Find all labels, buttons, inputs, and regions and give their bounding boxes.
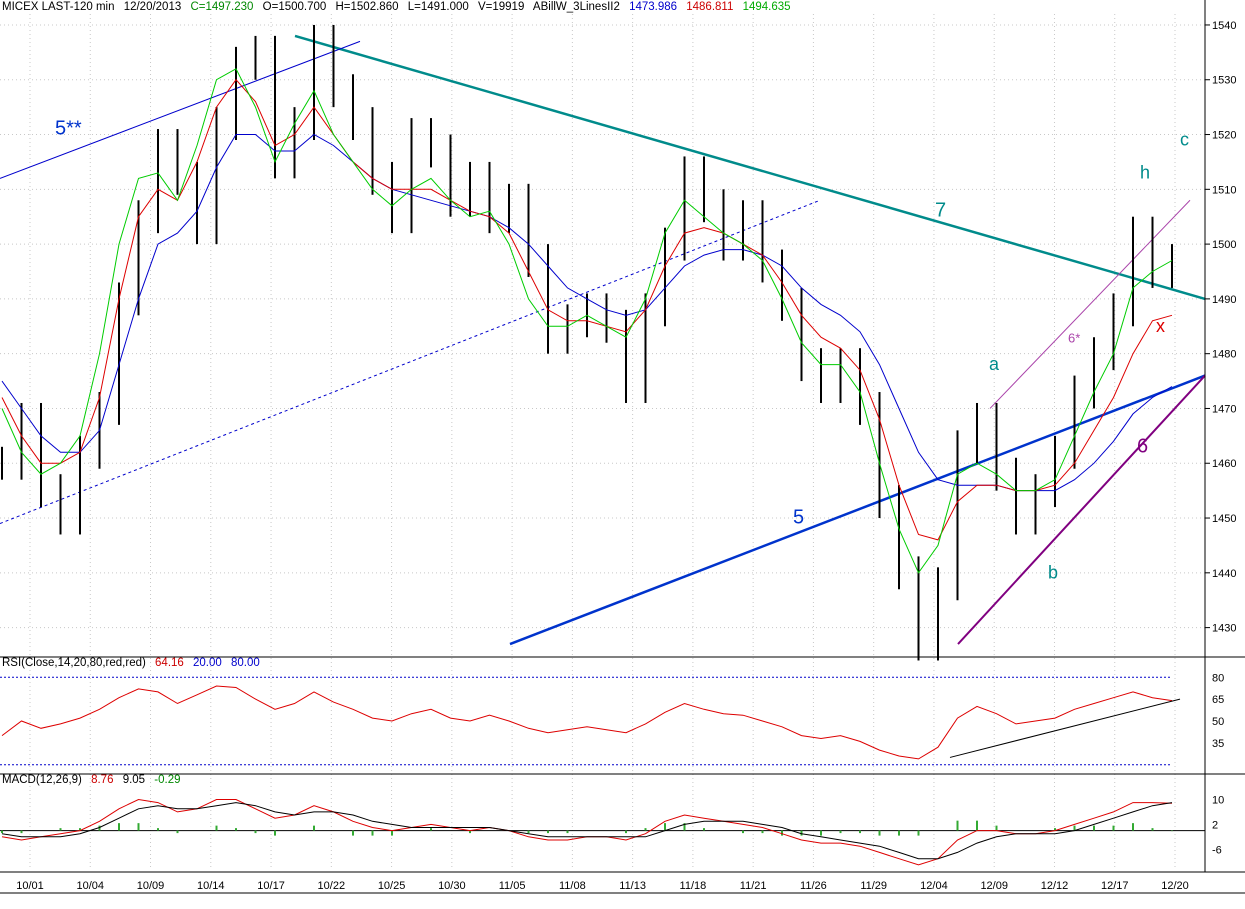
rsi-value: 64.16	[155, 657, 184, 669]
price-tick-label: 1440	[1212, 568, 1236, 580]
symbol-label: MICEX LAST-120 min	[2, 1, 115, 13]
x-tick-label: 10/14	[197, 880, 225, 892]
macd-tick-label: 2	[1212, 819, 1218, 831]
rsi-tick-label: 35	[1212, 738, 1224, 750]
macd-tick-label: 10	[1212, 794, 1224, 806]
rsi-header: RSI(Close,14,20,80,red,red) 64.16 20.00 …	[2, 657, 266, 669]
rsi-line	[1, 685, 1173, 760]
price-tick-label: 1450	[1212, 513, 1236, 525]
price-tick-label: 1510	[1212, 184, 1236, 196]
label-7: 7	[935, 200, 946, 222]
rsi-low: 20.00	[193, 657, 222, 669]
rsi-tick-label: 50	[1212, 716, 1224, 728]
macd-signal: 9.05	[122, 774, 146, 786]
label-6: 6	[1137, 435, 1148, 457]
trendline-5star	[0, 40, 361, 179]
x-tick-label: 10/17	[257, 880, 285, 892]
label-a: a	[989, 354, 1000, 374]
lower-panels	[0, 676, 1205, 866]
indicator-line1: 1473.986	[629, 1, 678, 13]
trendline-6star	[989, 199, 1191, 409]
indicator-line3: 1494.635	[742, 1, 791, 13]
low-value: L=1491.000	[407, 1, 469, 13]
x-tick-label: 12/12	[1041, 880, 1069, 892]
red-ma-line	[1, 78, 1173, 541]
indicator-name: ABillW_3LinesII2	[532, 1, 620, 13]
x-tick-label: 10/04	[76, 880, 104, 892]
label-5star: 5**	[55, 118, 82, 140]
macd-value: 8.76	[91, 774, 114, 786]
high-value: H=1502.860	[335, 1, 399, 13]
macd-label: MACD(12,26,9)	[2, 774, 82, 786]
price-header: MICEX LAST-120 min 12/20/2013 C=1497.230…	[2, 1, 797, 13]
indicator-line2: 1486.811	[686, 1, 734, 13]
x-tick-label: 10/22	[318, 880, 346, 892]
macd-tick-label: -6	[1212, 844, 1222, 856]
x-tick-label: 12/20	[1161, 880, 1189, 892]
label-h: h	[1140, 162, 1150, 182]
rsi-label: RSI(Close,14,20,80,red,red)	[2, 657, 146, 669]
price-tick-label: 1490	[1212, 294, 1236, 306]
macd-header: MACD(12,26,9) 8.76 9.05 -0.29	[2, 774, 187, 786]
x-tick-label: 10/30	[438, 880, 466, 892]
price-tick-label: 1480	[1212, 349, 1236, 361]
price-tick-label: 1540	[1212, 20, 1236, 32]
trendline-7	[294, 34, 1206, 301]
trendlines	[0, 34, 1206, 646]
rsi-tick-label: 80	[1212, 672, 1224, 684]
label-5: 5	[793, 507, 804, 529]
rsi-high: 80.00	[231, 657, 260, 669]
rsi-trendline	[949, 698, 1181, 758]
x-tick-label: 10/25	[378, 880, 406, 892]
label-6star: 6*	[1068, 331, 1080, 346]
trendline-6	[957, 374, 1206, 645]
date-label: 12/20/2013	[123, 1, 182, 13]
price-tick-label: 1530	[1212, 75, 1236, 87]
volume-value: V=19919	[477, 1, 525, 13]
x-tick-label: 11/05	[499, 880, 526, 892]
price-tick-label: 1460	[1212, 458, 1236, 470]
grid	[0, 14, 1205, 870]
trendline-dashed	[0, 199, 821, 524]
price-tick-label: 1430	[1212, 623, 1236, 635]
price-lines	[1, 24, 1173, 661]
x-tick-label: 12/09	[980, 880, 1008, 892]
x-tick-label: 11/13	[619, 880, 646, 892]
x-tick-label: 11/21	[740, 880, 767, 892]
x-tick-label: 10/01	[16, 880, 44, 892]
x-tick-label: 11/29	[860, 880, 887, 892]
close-value: C=1497.230	[190, 1, 254, 13]
price-tick-label: 1500	[1212, 239, 1236, 251]
x-tick-label: 11/26	[800, 880, 827, 892]
macd-hist: -0.29	[154, 774, 181, 786]
price-tick-label: 1520	[1212, 130, 1236, 142]
x-tick-label: 11/18	[680, 880, 707, 892]
label-b: b	[1048, 562, 1058, 582]
open-value: O=1500.700	[262, 1, 327, 13]
x-tick-label: 12/17	[1101, 880, 1129, 892]
x-tick-label: 10/09	[137, 880, 165, 892]
green-ma-line	[1, 68, 1173, 574]
x-tick-label: 12/04	[920, 880, 948, 892]
x-tick-label: 11/08	[559, 880, 586, 892]
label-x: x	[1156, 316, 1165, 336]
macd-signal-line	[1, 802, 1173, 860]
wave-labels: 5** 7 5 6 6* a b c h x	[55, 118, 1189, 583]
label-c: c	[1180, 129, 1189, 149]
price-tick-label: 1470	[1212, 403, 1236, 415]
rsi-tick-label: 65	[1212, 694, 1224, 706]
trendline-5	[509, 374, 1206, 646]
